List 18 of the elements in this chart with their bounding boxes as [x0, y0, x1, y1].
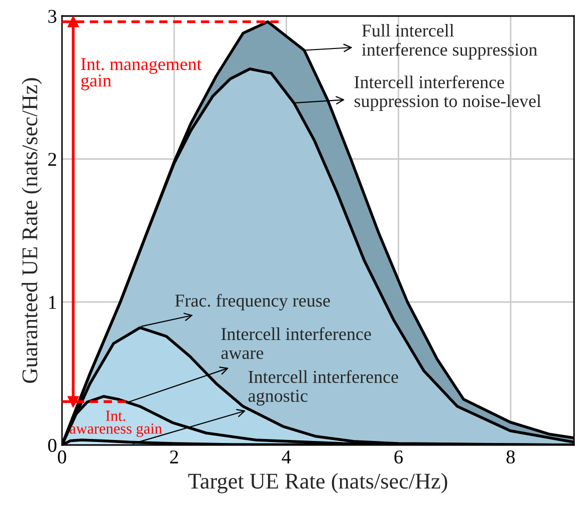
y-axis-title: Guaranteed UE Rate (nats/sec/Hz)	[22, 78, 42, 383]
x-tick-label: 4	[282, 450, 291, 464]
annotation: Int. awareness gain	[70, 410, 162, 437]
y-tick-label: 2	[48, 152, 56, 166]
annotation: Full intercell interference suppression	[362, 24, 538, 60]
annotation: Frac. frequency reuse	[175, 294, 330, 310]
annotation: Intercell interference agnostic	[248, 370, 398, 406]
x-tick-label: 2	[170, 450, 178, 464]
x-tick-label: 6	[394, 450, 403, 464]
y-tick-label: 3	[48, 10, 56, 23]
annotation: Intercell interference suppression to noise-level	[354, 75, 542, 111]
x-tick-label: 0	[58, 450, 66, 464]
y-tick-label: 0	[48, 438, 56, 452]
annotation: Intercell interference aware	[221, 327, 371, 359]
y-tick-label: 1	[49, 296, 56, 309]
annotation: Int. management gain	[81, 58, 202, 90]
x-tick-label: 8	[506, 450, 515, 464]
x-axis-title: Target UE Rate (nats/sec/Hz)	[188, 473, 448, 494]
